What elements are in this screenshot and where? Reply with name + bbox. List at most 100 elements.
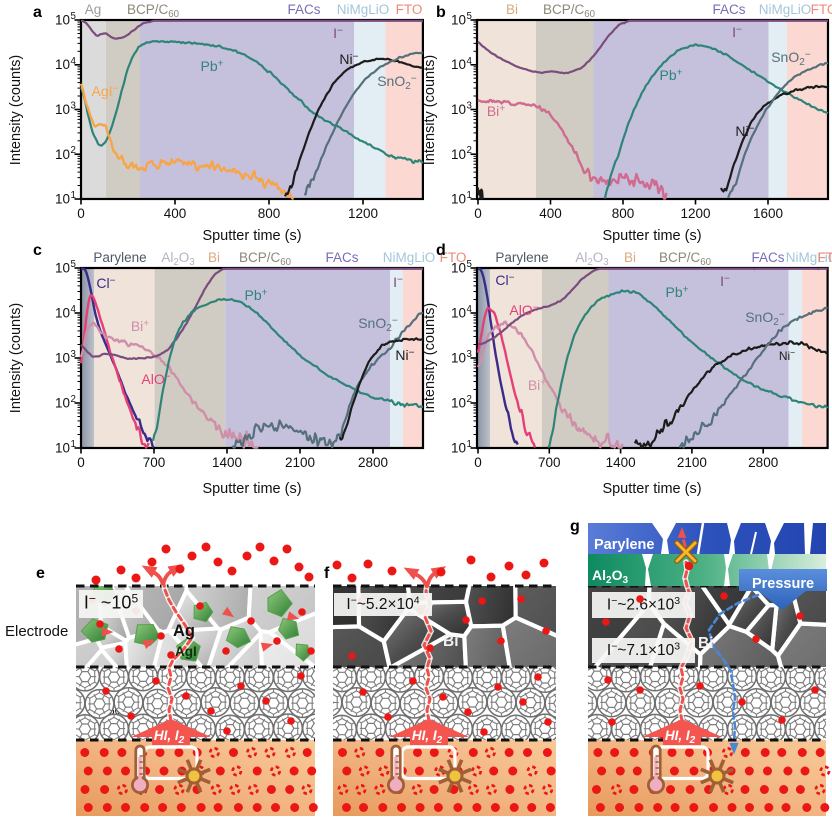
svg-text:1: 1 [467,190,472,201]
svg-text:Ag: Ag [85,2,102,17]
svg-text:4: 4 [467,304,473,315]
svg-text:Intensity (counts): Intensity (counts) [8,55,24,165]
svg-text:I−​: I−​ [732,24,742,40]
svg-text:I−​: I−​ [333,25,343,41]
svg-text:NiMgLiO: NiMgLiO [383,250,436,265]
svg-text:FTO: FTO [811,2,832,17]
svg-text:Bi: Bi [208,250,220,265]
svg-text:10: 10 [55,13,70,28]
svg-text:5: 5 [71,259,76,270]
svg-text:2800: 2800 [748,455,778,470]
svg-text:Intensity (counts): Intensity (counts) [422,55,438,165]
svg-text:1600: 1600 [753,206,783,221]
svg-text:10: 10 [451,147,466,162]
svg-text:I−~7.1×103: I−~7.1×103 [607,641,680,660]
svg-text:10: 10 [451,306,466,321]
svg-text:3: 3 [467,349,472,360]
svg-text:Parylene: Parylene [93,250,146,265]
svg-text:2: 2 [467,145,472,156]
svg-text:400: 400 [539,206,562,221]
svg-text:Sputter time (s): Sputter time (s) [202,228,301,244]
svg-text:Sputter time (s): Sputter time (s) [602,228,701,244]
svg-text:Al2O3: Al2O3 [592,567,628,586]
svg-text:4: 4 [71,56,77,67]
svg-text:800: 800 [258,206,281,221]
svg-text:3: 3 [71,101,76,112]
svg-text:Sputter time (s): Sputter time (s) [602,481,701,497]
svg-text:1: 1 [71,190,76,201]
svg-text:10: 10 [451,13,466,28]
svg-text:Electrode: Electrode [5,623,68,640]
svg-text:FTO: FTO [396,2,423,17]
svg-text:FACs: FACs [287,2,320,17]
svg-text:10: 10 [55,441,70,456]
svg-text:700: 700 [143,455,166,470]
svg-text:5: 5 [467,259,472,270]
svg-text:g: g [570,518,580,535]
svg-text:e: e [36,565,45,582]
svg-text:BCP/C60​: BCP/C60​ [659,250,712,268]
svg-text:800: 800 [612,206,635,221]
svg-text:Parylene: Parylene [594,537,654,553]
svg-text:NiMgLiO: NiMgLiO [759,2,812,17]
svg-text:I−~5.2×104: I−~5.2×104 [346,595,419,614]
svg-text:10: 10 [55,261,70,276]
svg-text:c: c [33,242,42,259]
svg-text:FACs: FACs [712,2,745,17]
svg-text:2: 2 [71,394,76,405]
svg-text:1400: 1400 [606,455,636,470]
svg-text:Al2​O3​: Al2​O3​ [161,250,194,268]
svg-text:700: 700 [538,455,561,470]
svg-text:Sputter time (s): Sputter time (s) [202,481,301,497]
svg-text:1: 1 [467,439,472,450]
svg-text:10: 10 [55,396,70,411]
svg-text:NiMgLiO: NiMgLiO [786,250,832,265]
svg-text:I−​: I−​ [393,274,403,290]
svg-text:2800: 2800 [358,455,388,470]
svg-text:4: 4 [467,56,473,67]
svg-text:FACs: FACs [325,250,358,265]
svg-text:FTO: FTO [440,250,467,265]
svg-text:BCP/C60​: BCP/C60​ [127,2,180,20]
svg-text:Pressure: Pressure [752,576,814,592]
svg-text:10: 10 [55,306,70,321]
svg-text:400: 400 [164,206,187,221]
svg-text:Bi: Bi [443,633,459,650]
svg-text:AgI−​: AgI−​ [92,83,119,99]
svg-text:10: 10 [451,102,466,117]
svg-text:Intensity (counts): Intensity (counts) [422,303,438,413]
svg-text:d: d [436,242,446,259]
svg-text:10: 10 [451,351,466,366]
svg-text:Intensity (counts): Intensity (counts) [8,303,24,413]
svg-text:5: 5 [71,11,76,22]
svg-text:10: 10 [451,441,466,456]
svg-text:5: 5 [467,11,472,22]
svg-text:b: b [436,4,446,21]
svg-text:NiMgLiO: NiMgLiO [337,2,390,17]
svg-text:Parylene: Parylene [495,250,548,265]
svg-text:0: 0 [77,206,85,221]
svg-text:AgI: AgI [175,644,197,659]
svg-text:10: 10 [55,351,70,366]
svg-text:Bi: Bi [698,635,714,652]
svg-text:HI, I2: HI, I2 [412,728,443,746]
svg-text:I− ~105: I− ~105 [84,592,139,613]
svg-text:Al2​O3​: Al2​O3​ [575,250,608,268]
svg-text:FTO: FTO [818,250,832,265]
svg-text:BCP/C60​: BCP/C60​ [543,2,596,20]
svg-text:10: 10 [451,261,466,276]
svg-text:a: a [33,4,42,21]
svg-text:10: 10 [451,57,466,72]
svg-text:FACs: FACs [751,250,784,265]
svg-text:1400: 1400 [212,455,242,470]
svg-text:Bi: Bi [506,2,518,17]
svg-text:1200: 1200 [680,206,710,221]
svg-text:0: 0 [77,455,85,470]
svg-text:HI, I2: HI, I2 [154,728,185,746]
svg-text:Ag: Ag [173,622,195,640]
svg-text:10: 10 [451,396,466,411]
svg-text:BCP/C60​: BCP/C60​ [239,250,292,268]
svg-text:1: 1 [71,439,76,450]
svg-text:2: 2 [71,145,76,156]
svg-text:I−​: I−​ [720,273,730,289]
